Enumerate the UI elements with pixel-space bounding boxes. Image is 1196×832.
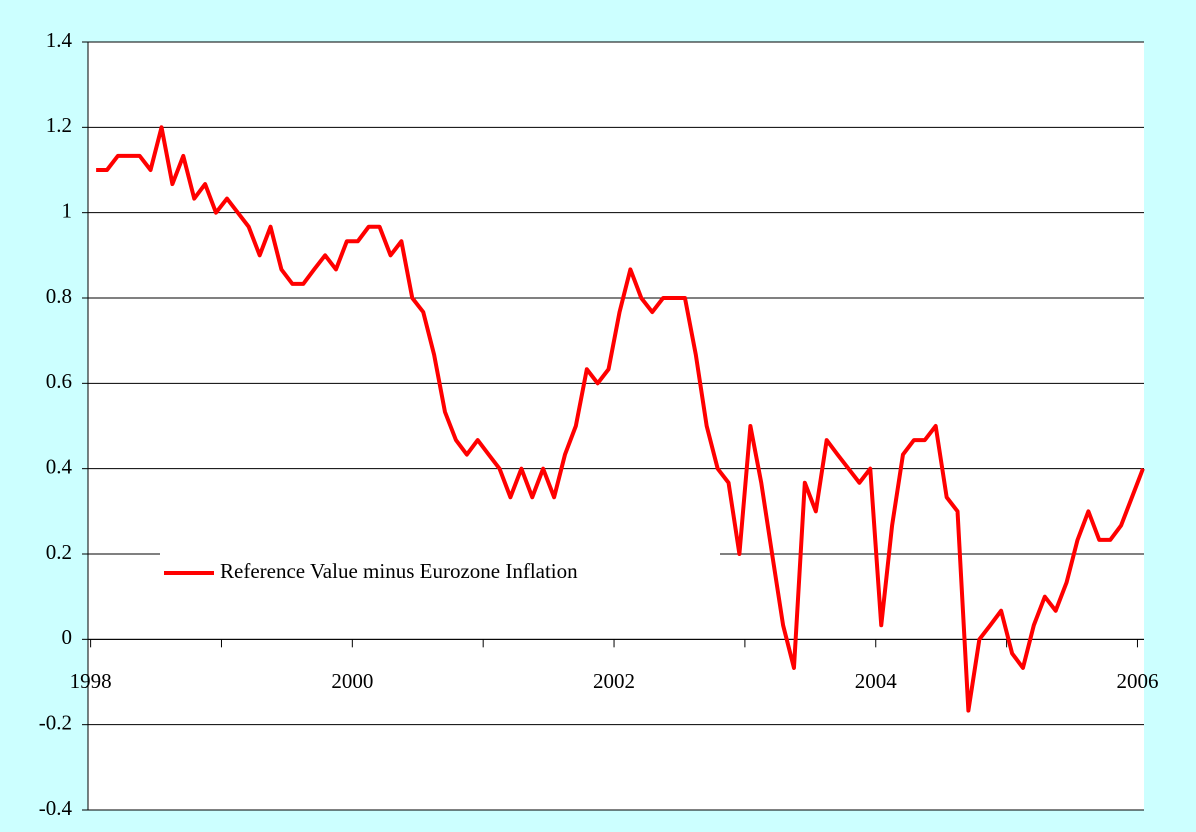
x-tick-label: 1998	[70, 669, 112, 693]
y-tick-label: 0.8	[46, 284, 72, 308]
y-tick-label: 0.6	[46, 369, 72, 393]
y-tick-label: -0.4	[39, 796, 73, 820]
x-tick-label: 2004	[855, 669, 898, 693]
y-tick-label: 0.4	[46, 454, 73, 478]
legend-box	[160, 545, 720, 601]
x-tick-label: 2006	[1116, 669, 1158, 693]
x-tick-label: 2002	[593, 669, 635, 693]
y-tick-label: 1.2	[46, 113, 72, 137]
y-tick-label: 1.4	[46, 28, 73, 52]
y-tick-label: 1	[62, 198, 73, 222]
legend-label: Reference Value minus Eurozone Inflation	[220, 559, 578, 583]
y-tick-label: 0	[62, 625, 73, 649]
plot-area	[88, 42, 1144, 810]
y-tick-label: 0.2	[46, 540, 72, 564]
x-tick-label: 2000	[331, 669, 373, 693]
data-line	[96, 125, 1145, 713]
y-tick-label: -0.2	[39, 710, 72, 734]
